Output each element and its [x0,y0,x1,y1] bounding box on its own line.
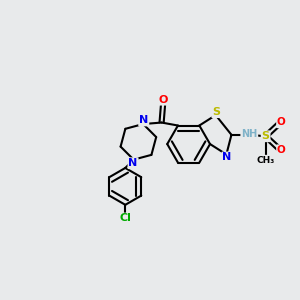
Text: CH₃: CH₃ [256,156,275,165]
Text: NH: NH [241,129,257,139]
Text: O: O [277,145,286,155]
Text: N: N [128,158,138,168]
Text: O: O [158,95,168,105]
Text: O: O [277,117,286,127]
Text: N: N [222,152,232,162]
Text: S: S [262,131,270,141]
Text: N: N [139,116,148,125]
Text: S: S [212,107,220,117]
Text: Cl: Cl [119,214,131,224]
